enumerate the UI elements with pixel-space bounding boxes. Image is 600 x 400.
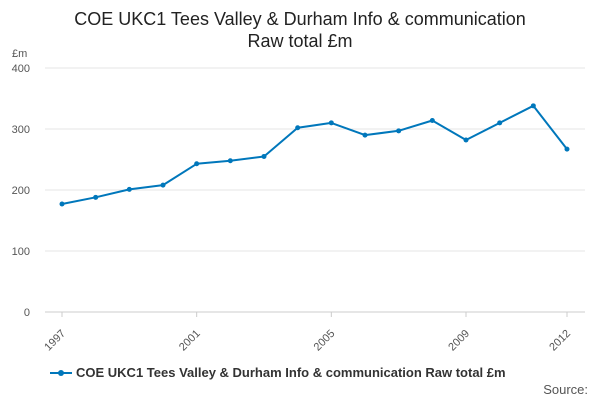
y-tick-label-0: 0 [24, 307, 30, 319]
y-tick-label-100: 100 [12, 246, 30, 258]
series-line-0 [61, 104, 568, 205]
data-point-2004[interactable] [295, 125, 301, 131]
source-label: Source: [543, 382, 588, 397]
x-tick-label-2001: 2001 [177, 328, 203, 354]
chart-title-line-2: Raw total £m [247, 31, 353, 51]
data-point-2001[interactable] [194, 161, 200, 167]
x-tick-label-1997: 1997 [42, 328, 68, 354]
y-axis-label: £m [12, 48, 27, 60]
data-point-2003[interactable] [261, 153, 267, 159]
series-layer [59, 103, 570, 207]
data-point-2010[interactable] [497, 120, 503, 126]
data-point-2005[interactable] [328, 120, 334, 126]
data-point-2012[interactable] [564, 146, 570, 152]
x-tick-label-2005: 2005 [312, 328, 338, 354]
y-tick-label-400: 400 [12, 63, 30, 75]
data-point-2006[interactable] [362, 132, 368, 138]
legend-label: COE UKC1 Tees Valley & Durham Info & com… [76, 365, 506, 380]
grid-lines [45, 67, 585, 313]
data-point-2009[interactable] [463, 137, 469, 143]
data-point-1997[interactable] [59, 201, 65, 207]
legend-swatch-icon [50, 368, 72, 378]
data-point-2011[interactable] [530, 103, 536, 109]
y-axis-tick-labels: 0 100 200 300 400 [12, 63, 30, 319]
data-point-2002[interactable] [227, 158, 233, 164]
data-point-2000[interactable] [160, 182, 166, 188]
chart-title-line-1: COE UKC1 Tees Valley & Durham Info & com… [74, 9, 526, 29]
data-point-2007[interactable] [396, 128, 402, 134]
data-point-1998[interactable] [93, 194, 99, 200]
y-tick-label-200: 200 [12, 185, 30, 197]
data-point-2008[interactable] [429, 117, 435, 123]
x-tick-label-2012: 2012 [547, 328, 573, 354]
y-tick-label-300: 300 [12, 124, 30, 136]
x-axis-tick-labels: 1997 2001 2005 2009 2012 [42, 312, 573, 353]
chart-title: COE UKC1 Tees Valley & Durham Info & com… [0, 8, 600, 52]
x-tick-label-2009: 2009 [446, 328, 472, 354]
legend[interactable]: COE UKC1 Tees Valley & Durham Info & com… [50, 365, 506, 380]
data-point-1999[interactable] [126, 186, 132, 192]
